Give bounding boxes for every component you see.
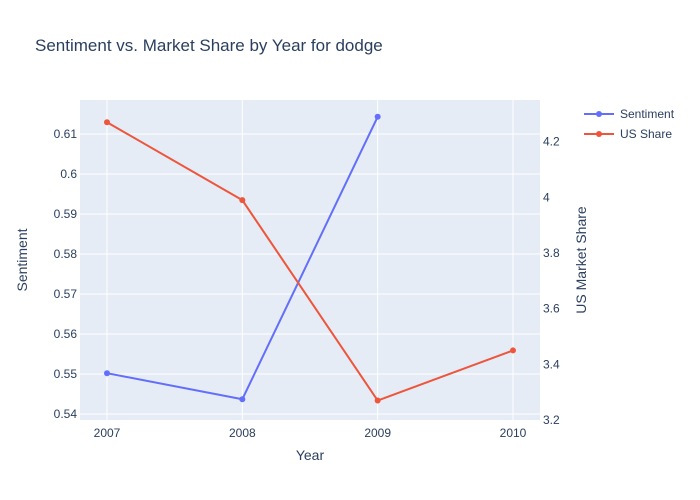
legend-marker-sentiment: [596, 111, 602, 117]
y-tick-labels: 0.54 0.55 0.56 0.57 0.58 0.59 0.6 0.61: [54, 127, 78, 421]
legend-marker-us-share: [596, 131, 602, 137]
y-tick-label: 0.54: [54, 407, 78, 421]
x-tick-label: 2008: [229, 426, 256, 440]
x-tick-labels: 2007 2008 2009 2010: [94, 426, 527, 440]
y-tick-label: 0.61: [54, 127, 78, 141]
data-point-us-share[interactable]: [510, 347, 516, 354]
y2-tick-label: 3.6: [543, 302, 560, 316]
series-line-us-share: [106, 121, 514, 402]
data-point-sentiment[interactable]: [374, 113, 381, 120]
x-gridlines: [106, 100, 514, 420]
y-axis-title: Sentiment: [14, 228, 30, 291]
y2-tick-label: 4.2: [543, 135, 560, 149]
y2-axis-title: US Market Share: [573, 206, 589, 314]
data-point-us-share[interactable]: [374, 397, 381, 404]
y2-tick-labels: 3.2 3.4 3.6 3.8 4 4.2: [543, 135, 560, 427]
y2-tick-label: 4: [543, 190, 550, 204]
legend-item-sentiment[interactable]: Sentiment: [584, 107, 675, 121]
x-axis-title: Year: [296, 447, 325, 463]
data-point-sentiment[interactable]: [104, 370, 110, 377]
y2-tick-label: 3.8: [543, 246, 560, 260]
y-tick-label: 0.59: [54, 207, 78, 221]
y-tick-label: 0.6: [60, 167, 77, 181]
y-tick-label: 0.55: [54, 367, 78, 381]
y2-tick-label: 3.4: [543, 357, 560, 371]
series-sentiment: [104, 113, 381, 403]
legend[interactable]: Sentiment US Share: [584, 107, 675, 141]
x-tick-label: 2009: [364, 426, 391, 440]
data-point-sentiment[interactable]: [239, 396, 246, 403]
y-gridlines: [80, 133, 540, 415]
x-tick-label: 2010: [500, 426, 527, 440]
series-us-share: [104, 119, 516, 404]
chart-title: Sentiment vs. Market Share by Year for d…: [35, 36, 383, 55]
series-layer: [104, 113, 516, 404]
y-tick-label: 0.56: [54, 327, 78, 341]
data-point-us-share[interactable]: [104, 119, 110, 126]
y2-tick-label: 3.2: [543, 413, 560, 427]
legend-label: Sentiment: [620, 107, 675, 121]
y-tick-label: 0.58: [54, 247, 78, 261]
legend-item-us-share[interactable]: US Share: [584, 127, 672, 141]
y-tick-label: 0.57: [54, 287, 78, 301]
data-point-us-share[interactable]: [239, 197, 246, 204]
x-tick-label: 2007: [94, 426, 121, 440]
legend-label: US Share: [620, 127, 672, 141]
